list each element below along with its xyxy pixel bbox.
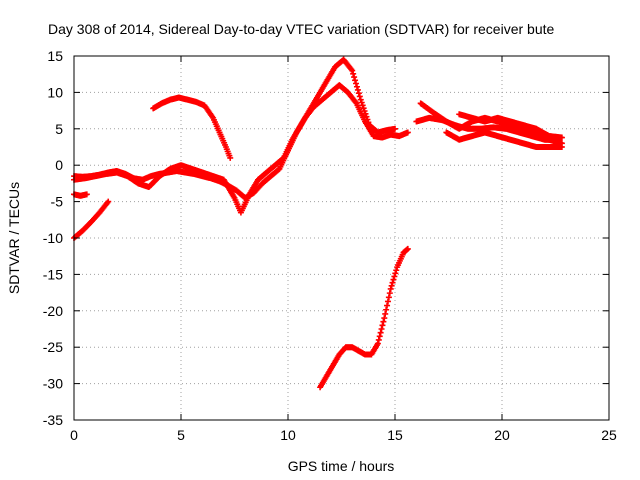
data-point [383, 306, 390, 313]
data-point [377, 329, 384, 336]
series-arc-9 [443, 129, 565, 150]
data-point [384, 298, 391, 305]
data-point [375, 336, 382, 343]
data-point [358, 99, 365, 106]
data-point [379, 322, 386, 329]
data-point [393, 267, 400, 274]
data-point [382, 310, 389, 317]
data-point [376, 333, 383, 340]
y-tick-label: 5 [55, 121, 63, 137]
data-point [380, 318, 387, 325]
data-point [359, 102, 366, 109]
y-axis-label: SDTVAR / TECUs [6, 182, 22, 294]
series-arc-8 [413, 114, 561, 143]
y-tick-label: -20 [43, 303, 63, 319]
x-tick-label: 5 [177, 427, 185, 443]
data-point [392, 270, 399, 277]
data-point [83, 191, 90, 198]
y-tick-label: 0 [55, 157, 63, 173]
y-tick-label: -15 [43, 266, 63, 282]
data-point [352, 77, 359, 84]
series-arc-5 [150, 94, 234, 161]
x-axis-label: GPS time / hours [288, 458, 395, 474]
data-point [353, 83, 360, 90]
data-point [362, 110, 369, 117]
data-point [381, 315, 388, 322]
data-point [350, 70, 357, 77]
data-point [389, 279, 396, 286]
x-tick-label: 10 [280, 427, 296, 443]
data-point [386, 290, 393, 297]
y-tick-label: -30 [43, 376, 63, 392]
data-point [356, 93, 363, 100]
y-tick-label: 15 [47, 48, 63, 64]
y-tick-label: -10 [43, 230, 63, 246]
axis-ticks: 0 5 10 15 20 25 -35 -30 -25 -20 -15 -10 -5 0 5 10 15 [43, 48, 617, 443]
data-point [378, 326, 385, 332]
data-point [392, 125, 398, 132]
series-arc-6 [317, 245, 411, 391]
data-point [349, 67, 356, 74]
x-tick-label: 15 [387, 427, 403, 443]
data-point [387, 285, 394, 292]
data-point [558, 134, 565, 141]
series-arc-10 [456, 111, 565, 141]
data-point [365, 119, 372, 126]
chart-title: Day 308 of 2014, Sidereal Day-to-day VTE… [48, 21, 555, 37]
data-point [385, 294, 392, 301]
x-tick-label: 0 [70, 427, 78, 443]
data-point [105, 198, 112, 205]
data-point [364, 116, 371, 123]
data-point [388, 282, 395, 289]
y-tick-label: -35 [43, 412, 63, 428]
x-tick-label: 20 [494, 427, 510, 443]
series-arc-3 [71, 198, 112, 241]
data-point [361, 108, 368, 115]
data-point [391, 273, 398, 280]
series-arc-2 [71, 56, 398, 216]
data-point [355, 90, 362, 97]
data-points [71, 56, 565, 391]
data-point [374, 340, 381, 347]
data-point [390, 276, 397, 283]
y-tick-label: -5 [51, 194, 64, 210]
data-point [384, 302, 391, 309]
data-point [360, 105, 367, 112]
y-tick-label: -25 [43, 339, 63, 355]
data-point [558, 144, 565, 150]
data-point [351, 74, 358, 81]
data-point [404, 129, 411, 136]
data-point [404, 245, 411, 252]
data-point [353, 80, 360, 87]
data-point [354, 86, 361, 93]
data-point [357, 96, 364, 103]
data-point [363, 113, 370, 120]
data-point [227, 154, 234, 161]
y-tick-label: 10 [47, 84, 63, 100]
x-tick-label: 25 [601, 427, 617, 443]
